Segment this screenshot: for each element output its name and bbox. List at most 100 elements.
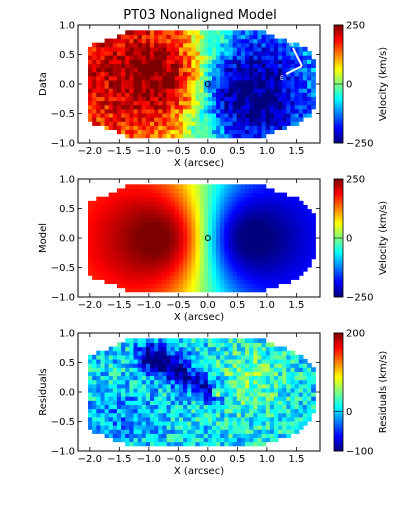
heatmap-cell (199, 354, 205, 360)
heatmap-cell (178, 188, 184, 194)
heatmap-cell (199, 84, 205, 89)
heatmap-cell (249, 375, 254, 381)
heatmap-cell (121, 283, 126, 289)
heatmap-cell (253, 266, 259, 272)
heatmap-cell (265, 379, 271, 385)
heatmap-cell (199, 59, 205, 64)
heatmap-cell (207, 416, 213, 422)
heatmap-cell (166, 358, 172, 364)
heatmap-cell (265, 55, 271, 60)
heatmap-cell (207, 250, 213, 256)
heatmap-cell (261, 238, 267, 243)
heatmap-cell (245, 383, 250, 389)
heatmap-cell (137, 437, 143, 443)
heatmap-cell (121, 50, 126, 56)
heatmap-cell (150, 67, 155, 73)
heatmap-cell (133, 275, 139, 280)
heatmap-cell (154, 121, 159, 126)
heatmap-cell (216, 383, 221, 389)
heatmap-cell (195, 63, 201, 69)
heatmap-cell (232, 392, 238, 397)
heatmap-cell (191, 200, 197, 206)
heatmap-cell (100, 196, 106, 202)
heatmap-cell (240, 271, 246, 276)
heatmap-cell (278, 46, 283, 52)
heatmap-cell (207, 96, 213, 102)
heatmap-cell (129, 254, 135, 260)
heatmap-cell (265, 42, 271, 48)
heatmap-cell (191, 379, 197, 385)
heatmap-cell (269, 258, 275, 264)
heatmap-cell (203, 204, 209, 210)
heatmap-cell (178, 59, 184, 64)
heatmap-cell (183, 184, 188, 190)
heatmap-cell (228, 59, 234, 64)
heatmap-cell (88, 229, 93, 235)
heatmap-cell (273, 63, 279, 69)
heatmap-cell (203, 104, 209, 110)
heatmap-cell (224, 213, 230, 218)
heatmap-cell (166, 30, 172, 36)
heatmap-cell (112, 420, 118, 426)
heatmap-cell (112, 204, 118, 210)
heatmap-cell (249, 233, 254, 239)
heatmap-cell (294, 429, 300, 434)
heatmap-cell (133, 437, 139, 443)
heatmap-cell (302, 254, 308, 260)
heatmap-cell (166, 271, 172, 276)
heatmap-cell (228, 266, 234, 272)
heatmap-cell (121, 433, 126, 439)
heatmap-cell (203, 275, 209, 280)
colorbar-tick-label: 250 (346, 21, 365, 32)
heatmap-cell (96, 221, 102, 227)
heatmap-cell (129, 200, 135, 206)
heatmap-cell (166, 387, 172, 393)
heatmap-cell (207, 379, 213, 385)
heatmap-cell (211, 379, 217, 385)
heatmap-cell (141, 213, 147, 218)
heatmap-cell (133, 367, 139, 372)
heatmap-cell (199, 433, 205, 439)
heatmap-cell (249, 200, 254, 206)
heatmap-cell (269, 50, 275, 56)
heatmap-cell (166, 46, 172, 52)
heatmap-cell (178, 125, 184, 131)
heatmap-cell (245, 63, 250, 69)
heatmap-cell (207, 433, 213, 439)
heatmap-cell (150, 367, 155, 372)
heatmap-cell (178, 133, 184, 139)
heatmap-cell (158, 400, 163, 405)
heatmap-cell (150, 258, 155, 264)
heatmap-cell (166, 371, 172, 377)
heatmap-cell (232, 412, 238, 418)
heatmap-cell (121, 412, 126, 418)
heatmap-cell (145, 75, 151, 81)
heatmap-cell (166, 266, 172, 272)
heatmap-cell (162, 104, 168, 110)
heatmap-cell (141, 209, 147, 214)
heatmap-cell (125, 217, 130, 223)
heatmap-cell (224, 404, 230, 410)
heatmap-cell (298, 67, 304, 73)
heatmap-cell (112, 408, 118, 414)
heatmap-cell (273, 233, 279, 239)
heatmap-cell (249, 383, 254, 389)
heatmap-cell (278, 262, 283, 268)
heatmap-cell (133, 42, 139, 48)
heatmap-cell (195, 266, 201, 272)
heatmap-cell (141, 188, 147, 194)
heatmap-cell (145, 112, 151, 118)
heatmap-cell (170, 404, 176, 410)
heatmap-cell (278, 229, 283, 235)
heatmap-cell (216, 258, 221, 264)
heatmap-cell (216, 196, 221, 202)
heatmap-cell (154, 416, 159, 422)
heatmap-cell (158, 404, 163, 410)
heatmap-cell (236, 59, 242, 64)
heatmap-cell (282, 204, 287, 210)
heatmap-cell (125, 404, 130, 410)
heatmap-cell (170, 84, 176, 89)
heatmap-cell (298, 262, 304, 268)
heatmap-cell (96, 363, 102, 368)
heatmap-cell (154, 67, 159, 73)
